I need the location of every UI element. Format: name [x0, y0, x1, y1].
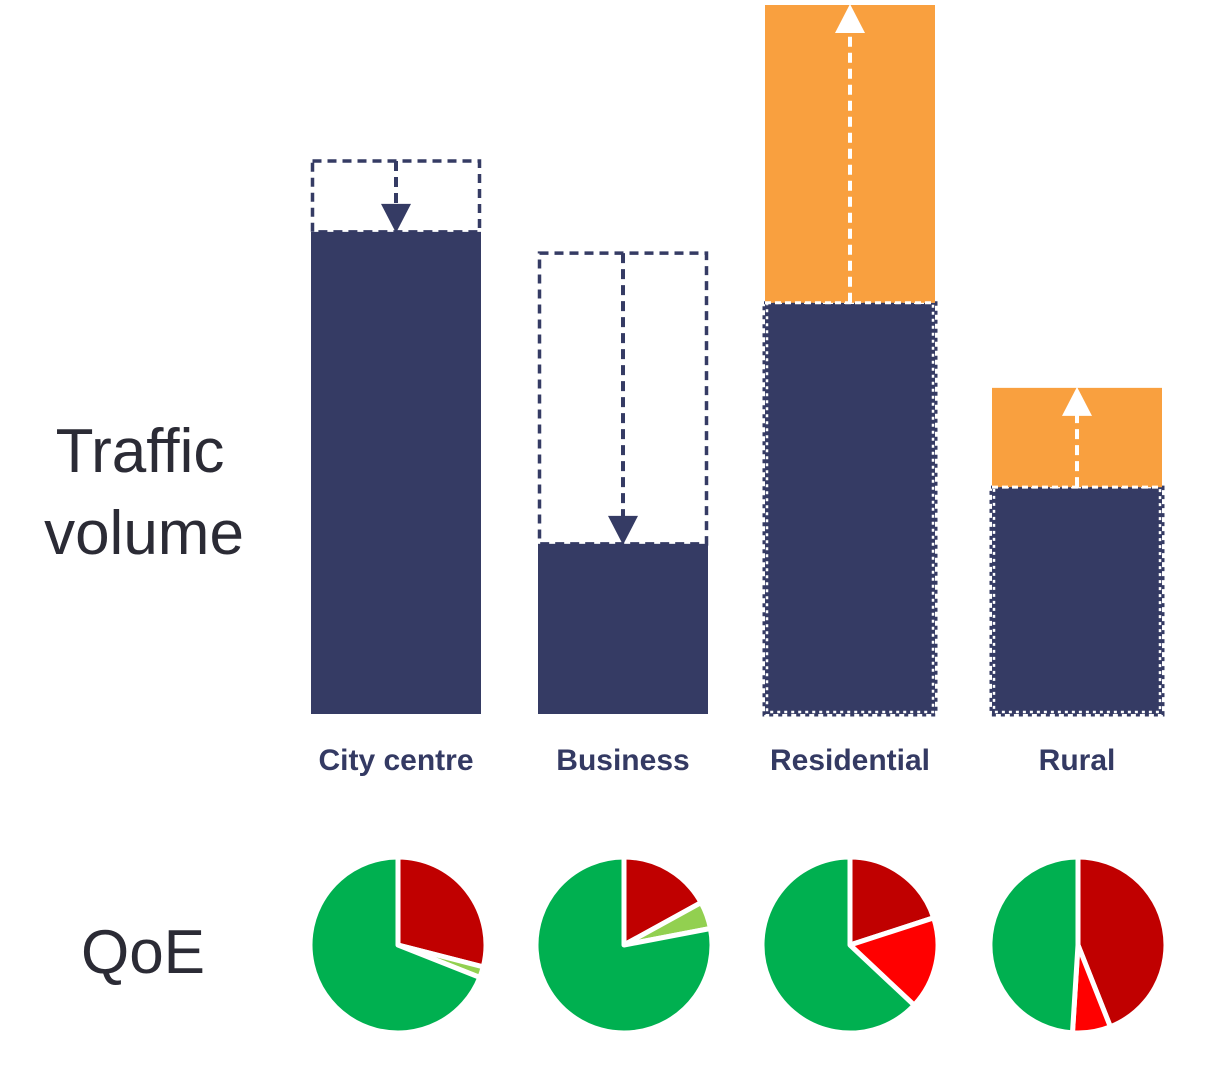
- bar-current-business: [538, 543, 708, 714]
- qoe-pie-rural-slice-1: [1075, 854, 1169, 1030]
- qoe-pie-residential-slice-3: [759, 854, 917, 1036]
- category-labels: City centre Business Residential Rural: [318, 744, 1115, 777]
- bar-previous-dotted-outline-rural: [989, 485, 1165, 717]
- bar-previous-dotted-inner-residential: [765, 301, 935, 714]
- qoe-pie-residential: [759, 854, 941, 1036]
- qoe-pie-business-slice-1: [621, 854, 704, 948]
- increase-arrow-head-rural: [1062, 386, 1092, 416]
- qoe-pie-rural-slice-3: [987, 854, 1081, 1036]
- qoe-pies-layer: [307, 854, 1169, 1036]
- bars-layer: [310, 4, 1165, 717]
- bar-current-city-centre: [311, 231, 481, 714]
- qoe-pie-city-centre-slice-1: [395, 854, 489, 970]
- qoe-pie-business-slice-3: [533, 854, 715, 1036]
- qoe-row-label: QoE: [81, 918, 205, 987]
- bar-current-rural: [992, 487, 1162, 714]
- tick-label-city-centre: City centre: [318, 744, 473, 777]
- tick-label-residential: Residential: [770, 744, 930, 777]
- y-axis-label-line2: volume: [44, 499, 244, 568]
- qoe-pie-city-centre-slice-3: [307, 854, 483, 1036]
- tick-label-rural: Rural: [1039, 744, 1116, 777]
- bar-previous-dotted-outline-residential: [762, 301, 938, 717]
- bar-current-residential: [765, 302, 935, 714]
- qoe-pie-business: [533, 854, 715, 1036]
- decrease-arrow-head-city-centre: [381, 203, 411, 233]
- decrease-arrow-head-business: [608, 515, 638, 545]
- y-axis-label-line1: Traffic: [56, 417, 225, 486]
- qoe-pie-city-centre: [307, 854, 489, 1036]
- increase-arrow-head-residential: [835, 4, 865, 33]
- qoe-pie-rural: [987, 854, 1169, 1036]
- qoe-pie-residential-slice-2: [847, 915, 941, 1008]
- tick-label-business: Business: [556, 744, 689, 777]
